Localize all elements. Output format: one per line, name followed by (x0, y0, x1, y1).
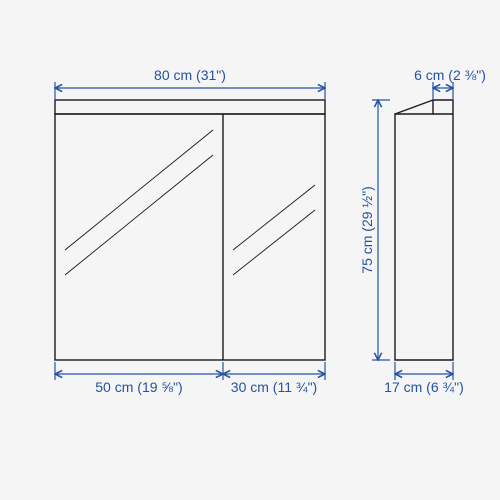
dim-left-door: 50 cm (19 ⅝") (95, 379, 182, 395)
front-view (55, 100, 325, 360)
dimensions (55, 82, 453, 380)
dim-bottom-depth: 17 cm (6 ¾") (384, 379, 464, 395)
side-view (395, 100, 453, 360)
dim-top-depth: 6 cm (2 ⅜") (414, 67, 486, 83)
dim-top-width: 80 cm (31") (154, 67, 226, 83)
dim-height: 75 cm (29 ½") (359, 186, 375, 273)
dim-right-door: 30 cm (11 ¾") (231, 379, 317, 395)
dimension-diagram: 80 cm (31") 6 cm (2 ⅜") 75 cm (29 ½") 50… (0, 0, 500, 500)
